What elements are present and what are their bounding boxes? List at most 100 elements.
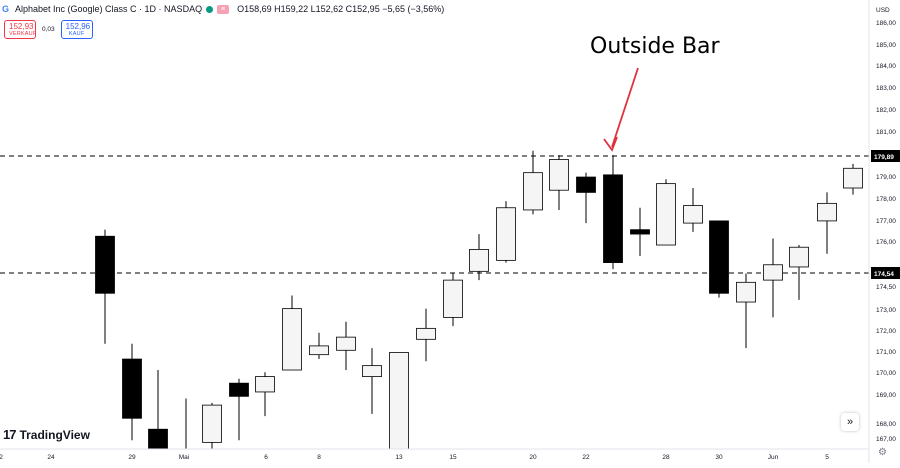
google-logo-icon: G [2,4,10,14]
sell-price: 152,93 [9,22,34,31]
gear-icon[interactable]: ⚙ [878,447,887,458]
candle [282,295,302,371]
time-tick-label: 2 [0,454,3,461]
time-tick-label: 8 [317,454,321,461]
candle [549,155,569,210]
time-tick-label: 6 [264,454,268,461]
candle [789,245,809,300]
candle [709,220,729,298]
bullish-candle-body [362,365,382,377]
bearish-candle-body [229,382,249,397]
candle [843,163,863,195]
price-tick-label: 171,00 [876,349,896,356]
symbol-title[interactable]: Alphabet Inc (Google) Class C · 1D · NAS… [15,4,203,14]
price-level-label: 179,89 [874,154,894,161]
price-tick-label: 174,50 [876,284,896,291]
tradingview-mark-icon: 17 [3,427,17,442]
buy-price: 152,96 [65,22,91,31]
candle [630,207,650,256]
bearish-candle-body [576,176,596,193]
bearish-candle-body [630,229,650,235]
scroll-to-realtime-button[interactable]: » [841,413,859,431]
price-tick-label: 173,00 [876,307,896,314]
price-tick-label: 185,00 [876,42,896,49]
annotation-arrow-icon [611,67,639,148]
candle [763,238,783,318]
time-tick-label: 24 [47,454,55,461]
price-tick-label: 168,00 [876,421,896,428]
bullish-candle-body [336,336,356,351]
bullish-candle-body [389,352,409,450]
annotation-arrowhead-icon [603,136,618,152]
candle [148,370,168,450]
price-level-tag [871,267,900,279]
price-tick-label: 172,00 [876,328,896,335]
bearish-candle-body [603,174,623,263]
time-tick-label: 5 [825,454,829,461]
price-tick-label: 186,00 [876,20,896,27]
candle [389,352,409,450]
candle [255,372,275,417]
bearish-candle-body [709,220,729,294]
tradingview-logo[interactable]: 17 TradingView [3,427,90,442]
tradingview-wordmark: TradingView [19,427,90,442]
time-tick-label: 28 [662,454,670,461]
currency-label[interactable]: USD [876,7,890,14]
bearish-candle-body [95,235,115,294]
bullish-candle-body [282,308,302,371]
candle [336,321,356,371]
candle [443,273,463,327]
candle [416,308,436,362]
time-tick-label: Jun [768,454,779,461]
candle [95,229,115,344]
price-tick-label: 181,00 [876,129,896,136]
annotation: Outside Bar [590,34,721,152]
buy-label: KAUF [68,31,85,37]
price-tick-label: 182,00 [876,107,896,114]
bullish-candle-body [443,279,463,318]
market-open-dot-icon [206,5,214,13]
time-tick-label: 15 [449,454,457,461]
bearish-candle-body [148,428,168,450]
candle [523,150,543,215]
candle [122,343,142,441]
candle [362,348,382,414]
bullish-candle-body [656,183,676,246]
bullish-candle-body [683,205,703,224]
price-tick-label: 169,00 [876,392,896,399]
bullish-candle-body [736,281,756,303]
price-tick-label: 170,00 [876,370,896,377]
time-tick-label: 13 [395,454,403,461]
ohlc-values: O158,69 H159,22 L152,62 C152,95 −5,65 (−… [237,4,445,14]
horizontal-levels: 179,89 174,54 [0,150,900,279]
candle [496,201,516,263]
bullish-candle-body [789,246,809,268]
price-tick-label: 179,00 [876,174,896,181]
candle [469,234,489,281]
candle [683,188,703,232]
bullish-candle-body [309,345,329,356]
candle [309,332,329,360]
price-tick-label: 167,00 [876,436,896,443]
sell-button[interactable]: 152,93 VERKAUF [4,20,36,39]
candle [817,192,837,254]
candle [202,402,222,449]
bid-ask-panel: 152,93 VERKAUF 0,03 152,96 KAUF [4,20,93,39]
spread-value: 0,03 [42,26,55,33]
indicator-pill-icon[interactable]: ≡ [217,4,230,14]
time-tick-label: 20 [529,454,537,461]
buy-button[interactable]: 152,96 KAUF [60,20,93,39]
bullish-candle-body [202,404,222,443]
price-tick-label: 184,00 [876,63,896,70]
price-level-label: 174,54 [874,271,894,278]
time-tick-label: Mai [179,454,189,461]
candle [656,179,676,246]
bullish-candle-body [523,172,543,211]
price-tick-label: 176,00 [876,239,896,246]
bullish-candle-body [817,202,837,222]
time-tick-label: 30 [715,454,723,461]
bullish-candle-body [549,159,569,191]
